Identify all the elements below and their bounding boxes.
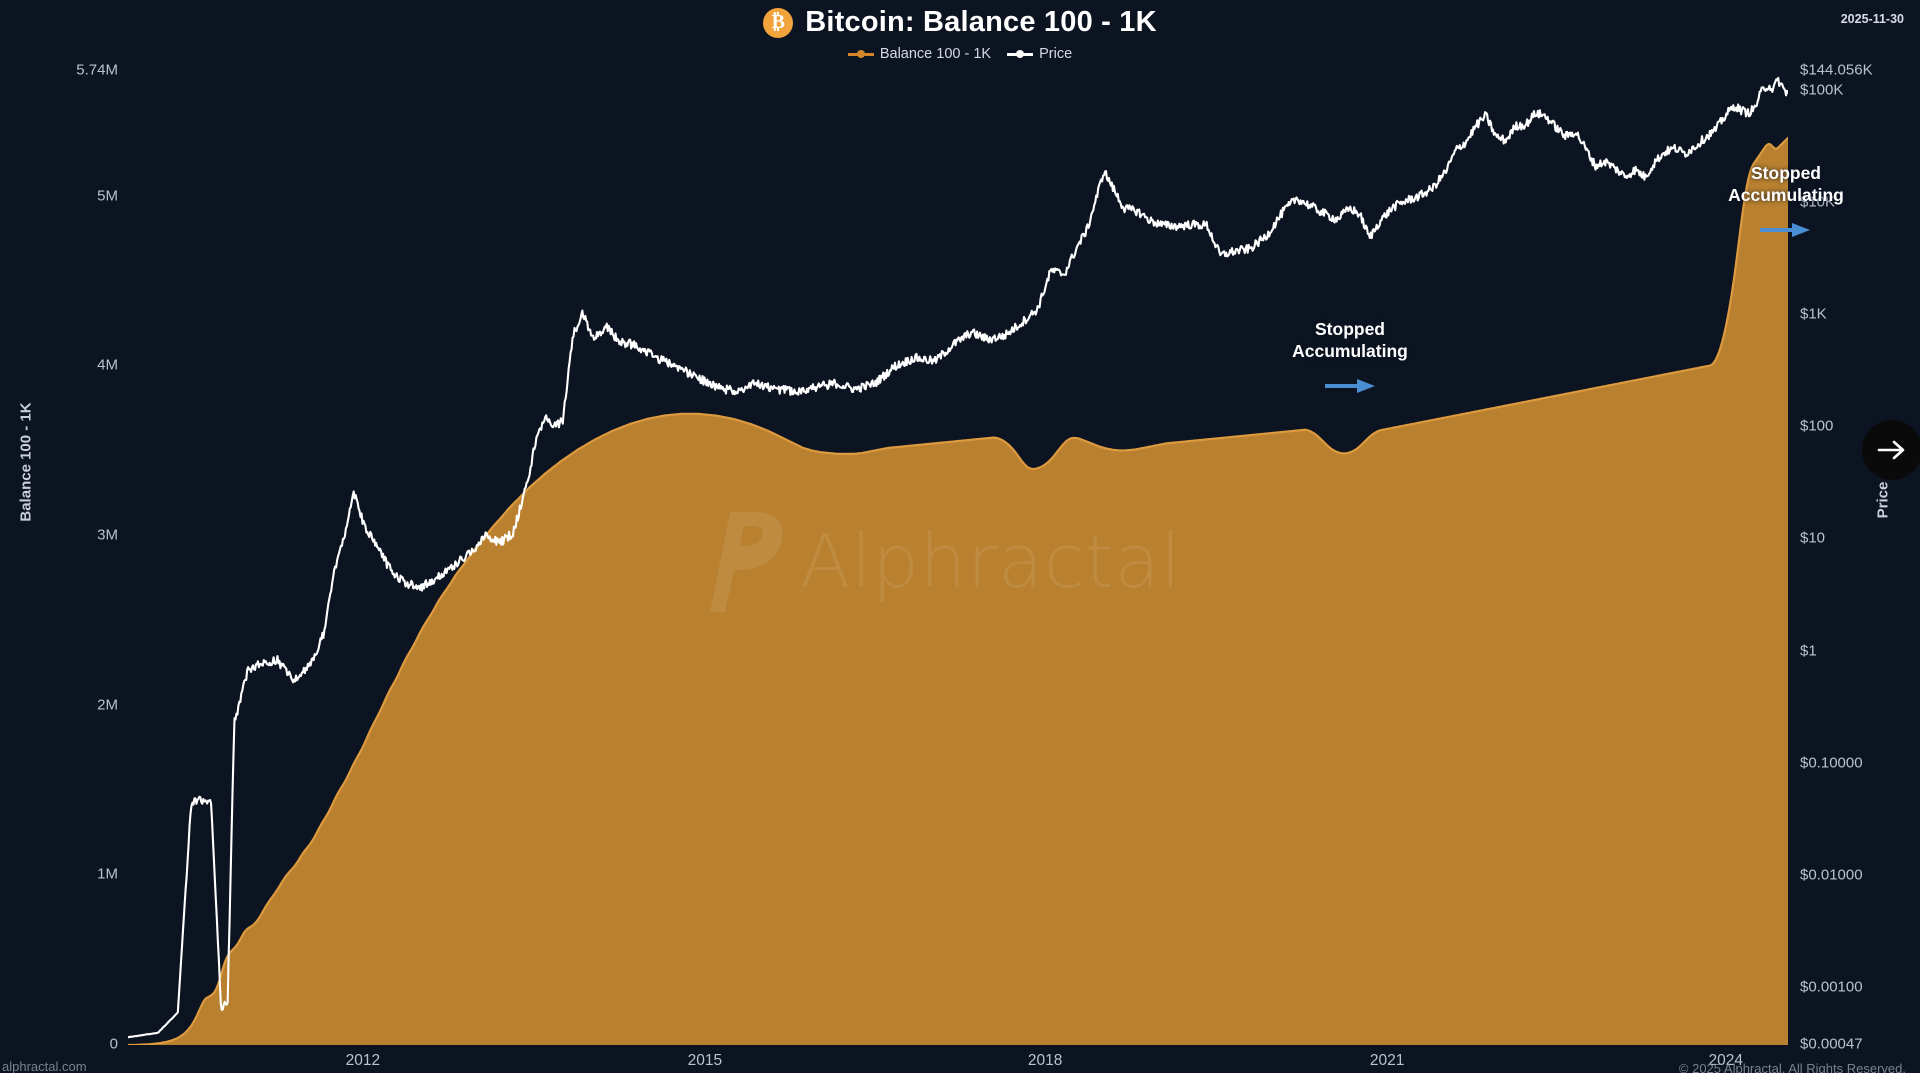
y-right-tick: $0.10000 xyxy=(1800,754,1863,772)
plot-svg xyxy=(128,76,1788,1045)
site-url: alphractal.com xyxy=(2,1059,87,1073)
y-right-tick: $100K xyxy=(1800,81,1844,99)
legend-label-price: Price xyxy=(1039,46,1073,62)
y-axis-left-title: Balance 100 - 1K xyxy=(17,402,35,522)
y-right-tick: $10 xyxy=(1800,529,1826,547)
legend-marker-balance-icon xyxy=(847,48,874,60)
y-axis-left: 5.74M 5M 4M 3M 2M 1M 0 xyxy=(0,0,118,1073)
legend-item-price[interactable]: Price xyxy=(1007,46,1072,62)
y-right-tick: $1K xyxy=(1800,305,1827,323)
bitcoin-icon: ₿ xyxy=(763,7,794,38)
annotation-line-2: Accumulating xyxy=(1292,341,1408,362)
y-right-tick: $10K xyxy=(1800,193,1836,211)
y-right-tick: $144.056K xyxy=(1800,61,1873,79)
date-stamp: 2025-11-30 xyxy=(1840,12,1904,26)
legend-label-balance: Balance 100 - 1K xyxy=(879,46,992,62)
x-axis: 2012 2015 2018 2021 2024 xyxy=(0,1048,1920,1073)
x-axis-tick: 2018 xyxy=(1027,1052,1063,1069)
annotation-stopped-accumulating: Stopped Accumulating xyxy=(1728,162,1844,207)
y-axis-right-title: Price xyxy=(1874,481,1892,519)
y-axis-right: $144.056K $100K $10K $1K $100 $10 $1 $0.10000 $0… xyxy=(1800,0,1920,1073)
annotation-stopped-accumulating: Stopped Accumulating xyxy=(1292,318,1408,363)
chart-legend: Balance 100 - 1K Price xyxy=(0,46,1920,62)
x-axis-tick: 2024 xyxy=(1708,1052,1743,1069)
annotation-line-1: Stopped xyxy=(1751,163,1821,183)
legend-item-balance[interactable]: Balance 100 - 1K xyxy=(847,46,992,62)
y-left-tick: 1M xyxy=(97,865,118,883)
y-left-tick: 4M xyxy=(97,356,118,374)
balance-area-series xyxy=(128,137,1788,1045)
arrow-right-icon xyxy=(1877,440,1905,460)
y-left-tick: 5M xyxy=(97,187,118,205)
x-axis-tick: 2012 xyxy=(345,1052,381,1069)
page-title: Bitcoin: Balance 100 - 1K xyxy=(805,6,1157,38)
x-axis-tick: 2021 xyxy=(1369,1052,1405,1069)
annotation-arrow-right-icon xyxy=(1324,377,1377,400)
legend-marker-price-icon xyxy=(1007,48,1034,60)
y-left-tick: 3M xyxy=(97,526,118,544)
y-left-tick: 2M xyxy=(97,696,118,714)
balance-area-edge xyxy=(128,136,1788,1045)
annotation-arrow-right-icon xyxy=(1759,221,1812,244)
x-axis-tick: 2015 xyxy=(687,1052,723,1069)
chart-header: ₿ Bitcoin: Balance 100 - 1K xyxy=(0,6,1920,39)
annotation-line-1: Stopped xyxy=(1315,319,1385,339)
next-chart-button[interactable] xyxy=(1862,420,1920,480)
y-right-tick: $0.00047 xyxy=(1800,1035,1863,1053)
y-right-tick: $100 xyxy=(1800,417,1834,435)
y-right-tick: $0.00100 xyxy=(1800,978,1863,996)
annotation-line-2: Accumulating xyxy=(1728,185,1844,206)
plot-area[interactable] xyxy=(128,70,1788,1045)
y-left-tick: 0 xyxy=(109,1035,118,1053)
y-right-tick: $0.01000 xyxy=(1800,866,1863,884)
copyright-notice: © 2025 Alphractal. All Rights Reserved. xyxy=(1678,1061,1906,1073)
price-line-series xyxy=(128,76,1788,1039)
y-left-tick: 5.74M xyxy=(76,61,118,79)
y-right-tick: $1 xyxy=(1800,642,1817,660)
